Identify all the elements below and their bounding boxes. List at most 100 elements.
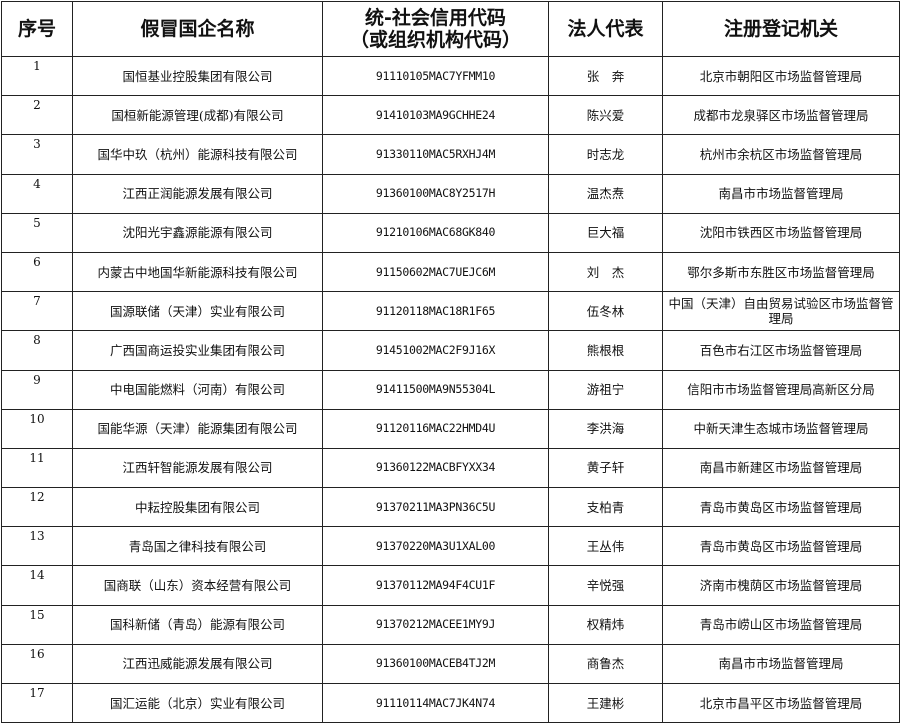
credit-code: 91370112MA94F4CU1F [322,565,549,606]
legal-rep: 黄子轩 [548,447,663,489]
table-row: 15 国科新储（青岛）能源有限公司 91370212MACEE1MY9J 权精炜 青岛市… [1,604,900,645]
legal-rep: 熊根根 [548,330,663,371]
registration-authority: 沈阳市铁西区市场监督管理局 [662,212,900,253]
credit-code: 91210106MAC68GK840 [322,212,549,253]
registration-authority: 信阳市市场监督管理局高新区分局 [662,369,900,410]
credit-code: 91150602MAC7UEJC6M [322,251,549,293]
legal-rep: 辛悦强 [548,565,663,606]
company-name: 江西迅威能源发展有限公司 [72,643,323,685]
company-name: 中耘控股集团有限公司 [72,487,323,528]
legal-rep: 伍冬林 [548,291,663,332]
registration-authority: 南昌市市场监督管理局 [662,643,900,685]
row-number: 11 [1,447,73,489]
row-number: 13 [1,526,73,567]
table-row: 5 沈阳光宇鑫源能源有限公司 91210106MAC68GK840 巨大福 沈阳市铁西区… [1,212,900,253]
credit-code: 91120118MAC18R1F65 [322,291,549,332]
company-name: 国桓新能源管理(成都)有限公司 [72,95,323,136]
legal-rep: 商鲁杰 [548,643,663,685]
company-name: 青岛国之律科技有限公司 [72,526,323,567]
registration-authority: 中新天津生态城市场监督管理局 [662,408,900,449]
row-number: 10 [1,408,73,449]
legal-rep: 李洪海 [548,408,663,449]
row-number: 8 [1,330,73,371]
table-row: 9 中电国能燃料（河南）有限公司 91411500MA9N55304L 游祖宁 信阳市市… [1,369,900,410]
company-name: 江西轩智能源发展有限公司 [72,447,323,489]
row-number: 3 [1,134,73,175]
table-row: 14 国商联（山东）资本经营有限公司 91370112MA94F4CU1F 辛悦强 济南… [1,565,900,606]
company-name: 国能华源（天津）能源集团有限公司 [72,408,323,449]
company-name: 国商联（山东）资本经营有限公司 [72,565,323,606]
table-row: 11 江西轩智能源发展有限公司 91360122MACBFYXX34 黄子轩 南昌市新建… [1,447,900,489]
registration-authority: 百色市右江区市场监督管理局 [662,330,900,371]
credit-code: 91110105MAC7YFMM10 [322,55,549,97]
company-name: 国华中玖（杭州）能源科技有限公司 [72,134,323,175]
registration-authority: 济南市槐荫区市场监督管理局 [662,565,900,606]
company-name: 沈阳光宇鑫源能源有限公司 [72,212,323,253]
row-number: 1 [1,55,73,97]
header-authority: 注册登记机关 [662,1,900,57]
row-number: 16 [1,643,73,685]
header-name: 假冒国企名称 [72,1,323,57]
registration-authority: 北京市朝阳区市场监督管理局 [662,55,900,97]
header-row: 序号 假冒国企名称 统-社会信用代码 （或组织机构代码） 法人代表 注册登记机关 [1,1,900,57]
header-seq: 序号 [1,1,73,57]
credit-code: 91360100MACEB4TJ2M [322,643,549,685]
table-row: 1 国恒基业控股集团有限公司 91110105MAC7YFMM10 张 奔北京市朝阳区… [1,55,900,97]
company-name: 广西国商运投实业集团有限公司 [72,330,323,371]
credit-code: 91120116MAC22HMD4U [322,408,549,449]
row-number: 14 [1,565,73,606]
registration-authority: 杭州市余杭区市场监督管理局 [662,134,900,175]
credit-code: 91370220MA3U1XAL00 [322,526,549,567]
header-code: 统-社会信用代码 （或组织机构代码） [322,1,549,57]
registration-authority: 青岛市黄岛区市场监督管理局 [662,526,900,567]
row-number: 4 [1,173,73,214]
company-name: 内蒙古中地国华新能源科技有限公司 [72,251,323,293]
registration-authority: 鄂尔多斯市东胜区市场监督管理局 [662,251,900,293]
legal-rep: 王丛伟 [548,526,663,567]
legal-rep: 张 奔 [548,55,663,97]
table-row: 2 国桓新能源管理(成都)有限公司 91410103MA9GCHHE24 陈兴爱 成都市… [1,95,900,136]
table-row: 12 中耘控股集团有限公司 91370211MA3PN36C5U 支柏青 青岛市黄岛区市… [1,487,900,528]
header-code-line2: （或组织机构代码） [349,29,521,51]
legal-rep: 支柏青 [548,487,663,528]
legal-rep: 温杰焘 [548,173,663,214]
credit-code: 91370212MACEE1MY9J [322,604,549,645]
row-number: 17 [1,682,73,723]
credit-code: 91110114MAC7JK4N74 [322,682,549,723]
company-name: 国科新储（青岛）能源有限公司 [72,604,323,645]
header-rep: 法人代表 [548,1,663,57]
table-row: 6 内蒙古中地国华新能源科技有限公司 91150602MAC7UEJC6M 刘 杰鄂尔… [1,251,900,293]
company-name: 国源联储（天津）实业有限公司 [72,291,323,332]
legal-rep: 游祖宁 [548,369,663,410]
registration-authority: 南昌市市场监督管理局 [662,173,900,214]
registration-authority: 中国（天津）自由贸易试验区市场监督管理局 [662,291,900,332]
legal-rep: 时志龙 [548,134,663,175]
legal-rep: 刘 杰 [548,251,663,293]
row-number: 5 [1,212,73,253]
credit-code: 91451002MAC2F9J16X [322,330,549,371]
table-row: 8 广西国商运投实业集团有限公司 91451002MAC2F9J16X 熊根根 百色市右… [1,330,900,371]
credit-code: 91370211MA3PN36C5U [322,487,549,528]
credit-code: 91411500MA9N55304L [322,369,549,410]
registration-authority: 北京市昌平区市场监督管理局 [662,682,900,723]
legal-rep: 陈兴爱 [548,95,663,136]
legal-rep: 巨大福 [548,212,663,253]
company-name: 中电国能燃料（河南）有限公司 [72,369,323,410]
row-number: 2 [1,95,73,136]
header-code-line1: 统-社会信用代码 [365,7,506,29]
table-row: 10 国能华源（天津）能源集团有限公司 91120116MAC22HMD4U 李洪海中… [1,408,900,449]
row-number: 12 [1,487,73,528]
row-number: 7 [1,291,73,332]
table-row: 7 国源联储（天津）实业有限公司 91120118MAC18R1F65 伍冬林 中国（天… [1,291,900,332]
registration-authority: 成都市龙泉驿区市场监督管理局 [662,95,900,136]
table-row: 13 青岛国之律科技有限公司 91370220MA3U1XAL00 王丛伟 青岛市黄岛区… [1,526,900,567]
company-name: 江西正润能源发展有限公司 [72,173,323,214]
company-name: 国恒基业控股集团有限公司 [72,55,323,97]
registration-authority: 南昌市新建区市场监督管理局 [662,447,900,489]
table-row: 16 江西迅威能源发展有限公司 91360100MACEB4TJ2M 商鲁杰 南昌市市场… [1,643,900,685]
company-name: 国汇运能（北京）实业有限公司 [72,682,323,723]
table-row: 17 国汇运能（北京）实业有限公司 91110114MAC7JK4N74 王建彬 北京市… [1,682,900,723]
credit-code: 91410103MA9GCHHE24 [322,95,549,136]
table-row: 3 国华中玖（杭州）能源科技有限公司 91330110MAC5RXHJ4M 时志龙 杭州… [1,134,900,175]
